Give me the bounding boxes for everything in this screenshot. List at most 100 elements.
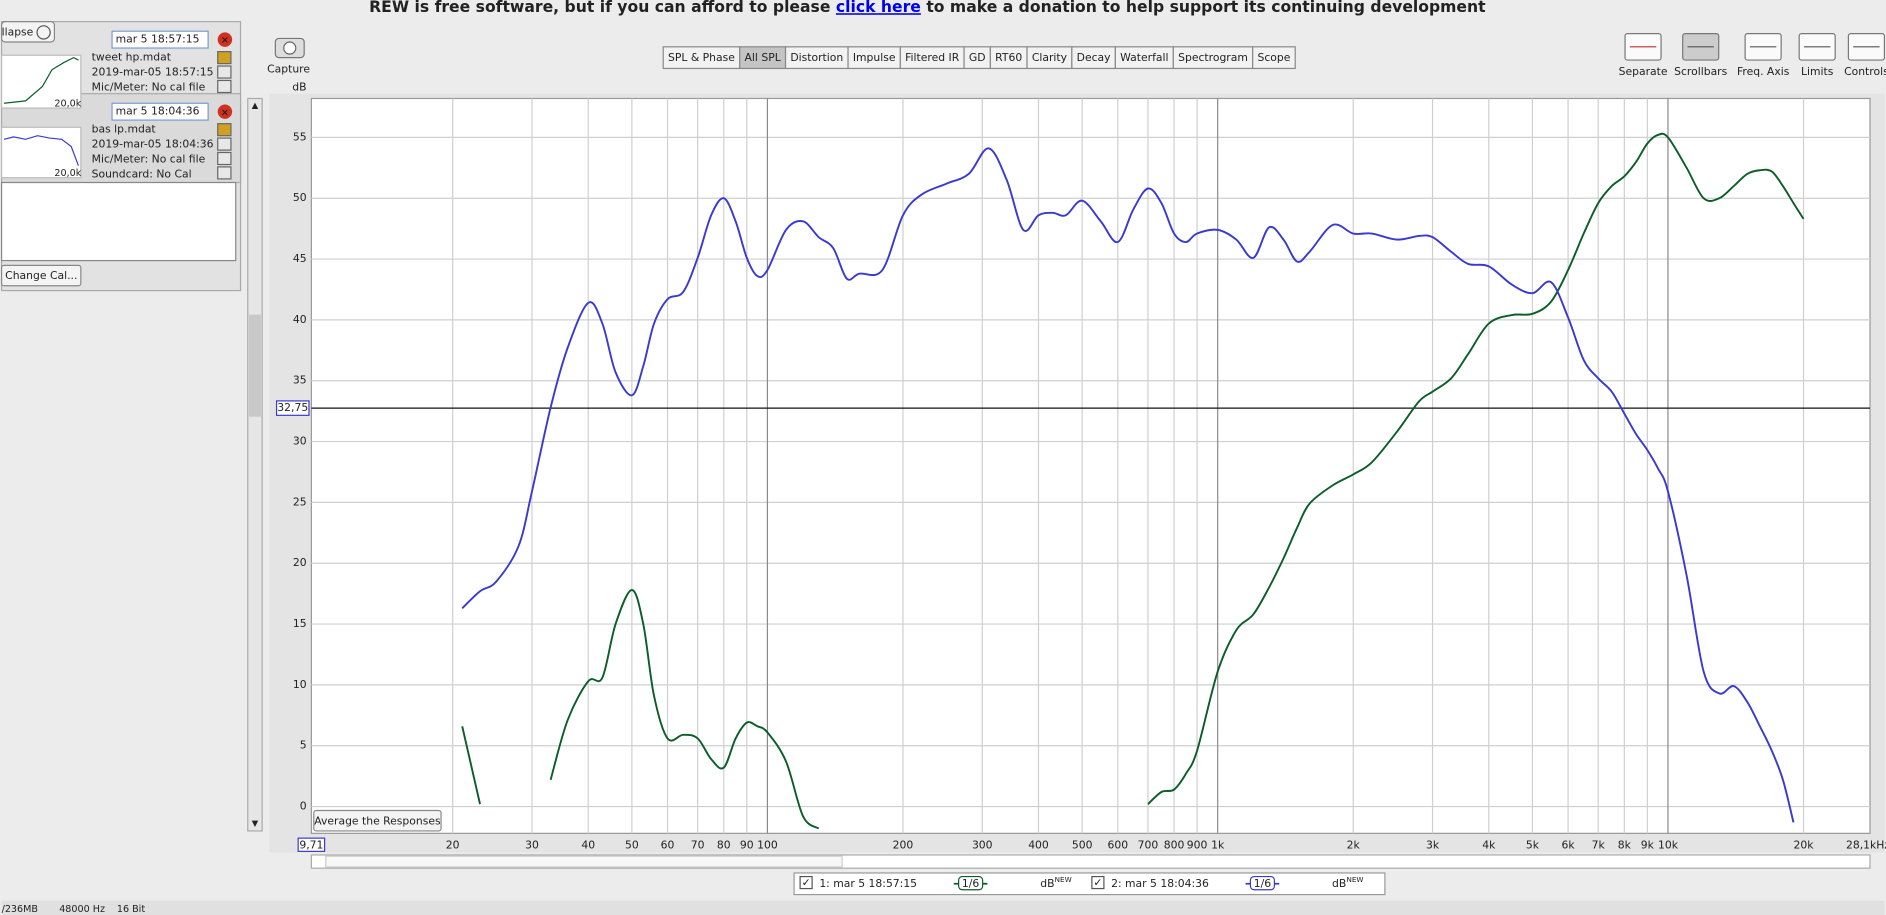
capture-lens (283, 41, 297, 55)
banner-rest: to make a donation to help support its c… (926, 0, 1486, 16)
y-axis-label: dB (292, 81, 306, 94)
capture-label[interactable]: Capture (267, 63, 310, 76)
measurement-date: 2019-mar-05 18:04:36 (92, 138, 214, 151)
legend-badge: NEW (1346, 875, 1363, 884)
x-tick-label: 20k (1794, 838, 1815, 851)
remove-icon[interactable] (217, 104, 233, 119)
x-tick-label: 100 (757, 838, 778, 851)
response-curve (461, 147, 1795, 823)
banner-link[interactable]: click here (836, 0, 921, 16)
x-tick-label: 200 (893, 838, 914, 851)
scroll-down[interactable]: ▼ (252, 818, 259, 828)
cursor-label: 32,75 (277, 401, 308, 414)
status-field: /236MB (2, 904, 38, 915)
tool-label[interactable]: Separate (1619, 65, 1668, 78)
x-tick-label: 400 (1028, 838, 1049, 851)
tool-label[interactable]: Controls (1844, 65, 1886, 78)
y-tick-label: 30 (293, 435, 307, 448)
y-tick-label: 35 (293, 374, 307, 387)
x-tick-label: 20 (446, 838, 460, 851)
tab-label[interactable]: Impulse (853, 51, 896, 64)
measurement-tool-icon[interactable] (217, 151, 232, 166)
measurement-title[interactable]: mar 5 18:04:36 (116, 105, 200, 118)
tab-label[interactable]: Filtered IR (905, 51, 960, 64)
legend-unit: dB (1332, 877, 1346, 890)
tool-label[interactable]: Freq. Axis (1737, 65, 1790, 78)
tool-label[interactable]: Scrollbars (1674, 65, 1728, 78)
x-tick-label: 40 (581, 838, 595, 851)
panel-scrollbar[interactable] (247, 97, 263, 832)
legend-badge: NEW (1055, 875, 1072, 884)
remove-icon[interactable] (217, 32, 233, 47)
x-tick-label: 700 (1138, 838, 1159, 851)
x-tick-label: 1k (1211, 838, 1225, 851)
collapse-label[interactable]: llapse (2, 25, 34, 38)
grid: 0 5 10 15 20 25 30 35 40 45 50 55 9,71 20 30 40 50 60 70 80… (275, 98, 1886, 852)
y-tick-label: 55 (293, 130, 307, 143)
tab-label[interactable]: GD (969, 51, 986, 64)
tab-button[interactable] (1252, 46, 1296, 70)
title-field[interactable] (111, 30, 209, 49)
legend-bar (793, 872, 1386, 896)
x-tick-label: 7k (1592, 838, 1606, 851)
tab-label[interactable]: All SPL (745, 51, 781, 64)
legend-unit: dB (1040, 877, 1054, 890)
tool-label[interactable]: Limits (1801, 65, 1834, 78)
tab-label[interactable]: Clarity (1032, 51, 1068, 64)
legend-smoothing-box (1249, 875, 1276, 891)
change-cal-label[interactable]: Change Cal... (5, 269, 77, 282)
legend-checkbox[interactable] (1091, 875, 1105, 890)
h-scroll-thumb[interactable] (325, 855, 843, 868)
thumbnail-label: 20,0k (54, 168, 81, 179)
notes-box[interactable] (0, 181, 237, 262)
legend-name[interactable]: 2: mar 5 18:04:36 (1111, 877, 1209, 890)
response-curve (1147, 132, 1805, 805)
measurement-tool-icon[interactable] (217, 51, 232, 65)
x-tick-label: 4k (1482, 838, 1496, 851)
average-button[interactable] (313, 809, 442, 832)
x-tick-label: 500 (1072, 838, 1093, 851)
measurement-tool-icon[interactable] (217, 65, 232, 79)
x-tick-label: 30 (525, 838, 539, 851)
legend-checkbox[interactable] (799, 875, 813, 890)
x-tick-label: 10k (1658, 838, 1679, 851)
x-tick-label: 70 (691, 838, 705, 851)
measurement-tool-icon[interactable] (217, 79, 232, 94)
y-tick-label: 50 (293, 191, 307, 204)
tab-label[interactable]: Distortion (790, 51, 843, 64)
scroll-up[interactable]: ▲ (252, 100, 259, 110)
measurement-title[interactable]: mar 5 18:57:15 (116, 33, 200, 46)
title-field[interactable] (111, 102, 209, 121)
measurement-tool-icon[interactable] (217, 137, 232, 151)
y-tick-label: 10 (293, 678, 307, 691)
x-start-label: 9,71 (299, 838, 323, 851)
y-tick-label: 40 (293, 313, 307, 326)
legend-name[interactable]: 1: mar 5 18:57:15 (819, 877, 917, 890)
x-tick-label: 300 (972, 838, 993, 851)
tab-label[interactable]: Decay (1077, 51, 1112, 64)
x-start-box (297, 837, 326, 852)
tab-label[interactable]: SPL & Phase (668, 51, 735, 64)
change-cal-button[interactable] (0, 264, 82, 287)
toolbar: Separate Scrollbars Freq. Axis Limits Contro… (1619, 33, 1886, 78)
legend-smoothing-box (958, 875, 984, 891)
tab-label[interactable]: RT60 (995, 51, 1022, 64)
x-tick-label: 80 (717, 838, 731, 851)
y-tick-label: 25 (293, 495, 307, 508)
panel-scroll-thumb[interactable] (248, 314, 261, 417)
tab-label[interactable]: Spectrogram (1178, 51, 1248, 64)
thumbnail-label: 20,0k (54, 98, 81, 109)
x-tick-label: 9k (1641, 838, 1655, 851)
tab-label[interactable]: Scope (1257, 51, 1290, 64)
thumbnail (0, 54, 82, 109)
x-tick-label: 6k (1562, 838, 1576, 851)
tab-label[interactable]: Waterfall (1120, 51, 1168, 64)
measurement-tool-icon[interactable] (217, 123, 232, 137)
x-tick-label: 2k (1347, 838, 1361, 851)
response-curve (461, 726, 481, 805)
legend: ✓ 1: mar 5 18:57:15 1/6 dB NEW ✓ 2: mar 5 18:0… (799, 875, 1363, 891)
average-label[interactable]: Average the Responses (314, 814, 441, 827)
measurement-tool-icon[interactable] (217, 166, 232, 180)
